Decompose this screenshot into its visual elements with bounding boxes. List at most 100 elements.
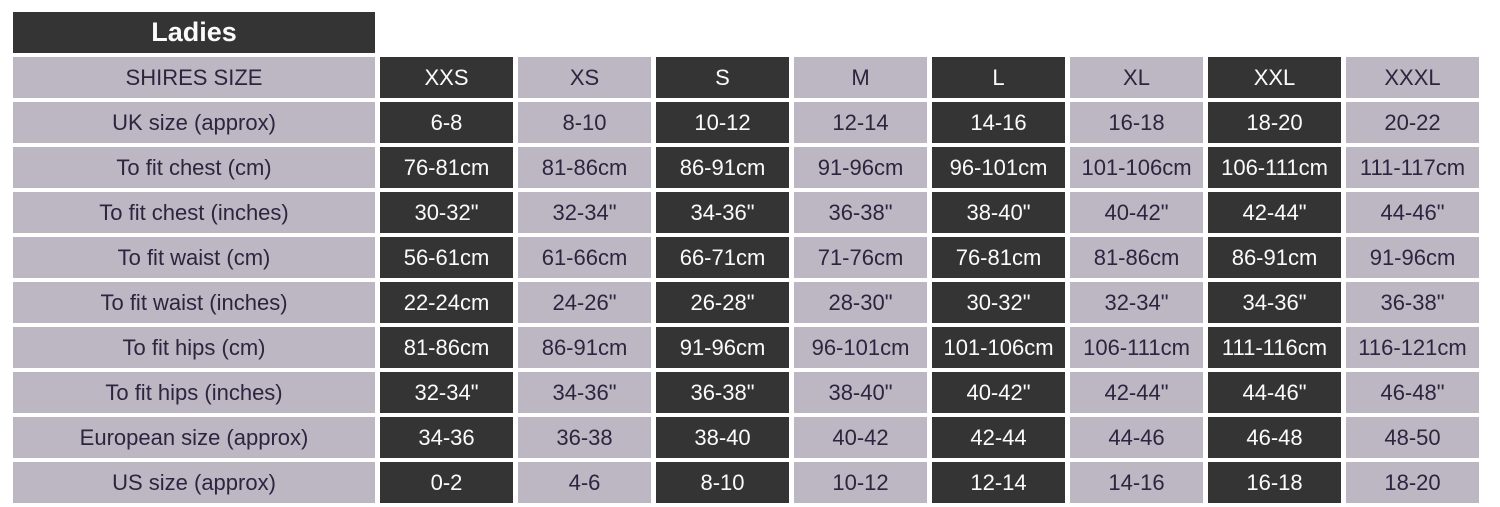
size-value-cell: 46-48"	[1346, 372, 1479, 413]
size-value-cell: 91-96cm	[1346, 237, 1479, 278]
size-value-cell: 96-101cm	[932, 147, 1065, 188]
header-row: SHIRES SIZE XXS XS S M L XL XXL XXXL	[13, 57, 1479, 98]
ladies-size-chart: Ladies SHIRES SIZE XXS XS S M L XL XXL X…	[8, 8, 1484, 507]
blank-cell	[1346, 12, 1479, 53]
size-value-cell: 106-111cm	[1070, 327, 1203, 368]
blank-cell	[1208, 12, 1341, 53]
size-value-cell: 44-46"	[1346, 192, 1479, 233]
size-value-cell: 81-86cm	[380, 327, 513, 368]
size-value-cell: 6-8	[380, 102, 513, 143]
size-value-cell: 14-16	[1070, 462, 1203, 503]
size-value-cell: 16-18	[1208, 462, 1341, 503]
size-value-cell: 101-106cm	[1070, 147, 1203, 188]
row-label: European size (approx)	[13, 417, 375, 458]
row-label: To fit chest (inches)	[13, 192, 375, 233]
size-value-cell: 40-42"	[932, 372, 1065, 413]
column-header-xs: XS	[518, 57, 651, 98]
size-value-cell: 46-48	[1208, 417, 1341, 458]
size-value-cell: 44-46"	[1208, 372, 1341, 413]
row-label: UK size (approx)	[13, 102, 375, 143]
size-value-cell: 28-30"	[794, 282, 927, 323]
size-value-cell: 12-14	[932, 462, 1065, 503]
size-value-cell: 96-101cm	[794, 327, 927, 368]
size-value-cell: 101-106cm	[932, 327, 1065, 368]
size-value-cell: 10-12	[794, 462, 927, 503]
size-value-cell: 36-38"	[1346, 282, 1479, 323]
size-value-cell: 38-40	[656, 417, 789, 458]
size-value-cell: 81-86cm	[518, 147, 651, 188]
size-value-cell: 14-16	[932, 102, 1065, 143]
size-value-cell: 32-34"	[518, 192, 651, 233]
size-value-cell: 91-96cm	[656, 327, 789, 368]
size-value-cell: 36-38"	[794, 192, 927, 233]
size-value-cell: 34-36	[380, 417, 513, 458]
blank-cell	[1070, 12, 1203, 53]
table-row-hips-inches: To fit hips (inches) 32-34" 34-36" 36-38…	[13, 372, 1479, 413]
size-value-cell: 40-42"	[1070, 192, 1203, 233]
size-value-cell: 86-91cm	[518, 327, 651, 368]
row-label: To fit waist (cm)	[13, 237, 375, 278]
blank-cell	[932, 12, 1065, 53]
blank-cell	[518, 12, 651, 53]
size-value-cell: 42-44"	[1070, 372, 1203, 413]
table-row-hips-cm: To fit hips (cm) 81-86cm 86-91cm 91-96cm…	[13, 327, 1479, 368]
size-value-cell: 86-91cm	[656, 147, 789, 188]
size-value-cell: 40-42	[794, 417, 927, 458]
size-value-cell: 71-76cm	[794, 237, 927, 278]
size-value-cell: 36-38"	[656, 372, 789, 413]
column-header-xxs: XXS	[380, 57, 513, 98]
size-value-cell: 18-20	[1346, 462, 1479, 503]
size-value-cell: 42-44"	[1208, 192, 1341, 233]
size-value-cell: 26-28"	[656, 282, 789, 323]
table-row-chest-cm: To fit chest (cm) 76-81cm 81-86cm 86-91c…	[13, 147, 1479, 188]
size-value-cell: 111-117cm	[1346, 147, 1479, 188]
size-value-cell: 16-18	[1070, 102, 1203, 143]
row-label: To fit hips (cm)	[13, 327, 375, 368]
column-header-xxxl: XXXL	[1346, 57, 1479, 98]
size-value-cell: 20-22	[1346, 102, 1479, 143]
size-value-cell: 30-32"	[380, 192, 513, 233]
size-value-cell: 10-12	[656, 102, 789, 143]
size-value-cell: 116-121cm	[1346, 327, 1479, 368]
column-header-m: M	[794, 57, 927, 98]
size-value-cell: 34-36"	[656, 192, 789, 233]
size-value-cell: 34-36"	[1208, 282, 1341, 323]
row-label: US size (approx)	[13, 462, 375, 503]
size-value-cell: 0-2	[380, 462, 513, 503]
size-value-cell: 66-71cm	[656, 237, 789, 278]
size-value-cell: 86-91cm	[1208, 237, 1341, 278]
size-value-cell: 48-50	[1346, 417, 1479, 458]
table-row-chest-inches: To fit chest (inches) 30-32" 32-34" 34-3…	[13, 192, 1479, 233]
size-value-cell: 38-40"	[794, 372, 927, 413]
size-value-cell: 44-46	[1070, 417, 1203, 458]
row-label-shires-size: SHIRES SIZE	[13, 57, 375, 98]
title-row: Ladies	[13, 12, 1479, 53]
column-header-xl: XL	[1070, 57, 1203, 98]
chart-title: Ladies	[13, 12, 375, 53]
size-value-cell: 12-14	[794, 102, 927, 143]
size-value-cell: 61-66cm	[518, 237, 651, 278]
table-row-european-size: European size (approx) 34-36 36-38 38-40…	[13, 417, 1479, 458]
size-value-cell: 8-10	[656, 462, 789, 503]
size-value-cell: 81-86cm	[1070, 237, 1203, 278]
size-value-cell: 32-34"	[1070, 282, 1203, 323]
row-label: To fit hips (inches)	[13, 372, 375, 413]
size-value-cell: 4-6	[518, 462, 651, 503]
size-value-cell: 38-40"	[932, 192, 1065, 233]
size-value-cell: 24-26"	[518, 282, 651, 323]
size-value-cell: 18-20	[1208, 102, 1341, 143]
size-value-cell: 91-96cm	[794, 147, 927, 188]
table-row-waist-cm: To fit waist (cm) 56-61cm 61-66cm 66-71c…	[13, 237, 1479, 278]
row-label: To fit chest (cm)	[13, 147, 375, 188]
size-value-cell: 22-24cm	[380, 282, 513, 323]
table-row-uk-size: UK size (approx) 6-8 8-10 10-12 12-14 14…	[13, 102, 1479, 143]
blank-cell	[380, 12, 513, 53]
size-value-cell: 34-36"	[518, 372, 651, 413]
size-value-cell: 106-111cm	[1208, 147, 1341, 188]
column-header-s: S	[656, 57, 789, 98]
table-row-waist-inches: To fit waist (inches) 22-24cm 24-26" 26-…	[13, 282, 1479, 323]
table-row-us-size: US size (approx) 0-2 4-6 8-10 10-12 12-1…	[13, 462, 1479, 503]
row-label: To fit waist (inches)	[13, 282, 375, 323]
size-value-cell: 30-32"	[932, 282, 1065, 323]
column-header-l: L	[932, 57, 1065, 98]
